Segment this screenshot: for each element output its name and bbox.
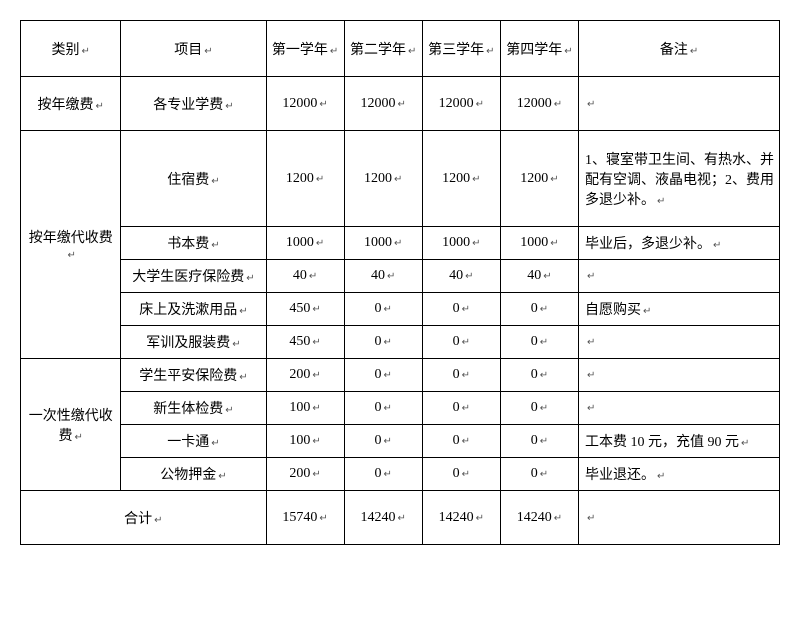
value-cell: 200↵	[266, 458, 344, 491]
table-row: 军训及服装费↵ 450↵ 0↵ 0↵ 0↵ ↵	[21, 326, 780, 359]
value-cell: 0↵	[344, 458, 422, 491]
total-cell: 14240↵	[344, 491, 422, 545]
col-year2: 第二学年↵	[344, 21, 422, 77]
item-cell: 学生平安保险费↵	[121, 359, 266, 392]
value-cell: 0↵	[422, 392, 500, 425]
item-cell: 各专业学费↵	[121, 77, 266, 131]
remark-cell: 毕业退还。↵	[579, 458, 780, 491]
header-row: 类别↵ 项目↵ 第一学年↵ 第二学年↵ 第三学年↵ 第四学年↵ 备注↵	[21, 21, 780, 77]
value-cell: 0↵	[500, 458, 578, 491]
category-cell: 按年缴代收费↵	[21, 131, 121, 359]
value-cell: 1000↵	[344, 227, 422, 260]
value-cell: 450↵	[266, 326, 344, 359]
col-remark: 备注↵	[579, 21, 780, 77]
remark-cell: 工本费 10 元，充值 90 元↵	[579, 425, 780, 458]
value-cell: 12000↵	[500, 77, 578, 131]
value-cell: 0↵	[344, 326, 422, 359]
table-row: 一卡通↵ 100↵ 0↵ 0↵ 0↵ 工本费 10 元，充值 90 元↵	[21, 425, 780, 458]
item-cell: 公物押金↵	[121, 458, 266, 491]
value-cell: 12000↵	[422, 77, 500, 131]
item-cell: 床上及洗漱用品↵	[121, 293, 266, 326]
table-row: 床上及洗漱用品↵ 450↵ 0↵ 0↵ 0↵ 自愿购买↵	[21, 293, 780, 326]
value-cell: 450↵	[266, 293, 344, 326]
value-cell: 1000↵	[422, 227, 500, 260]
value-cell: 0↵	[422, 425, 500, 458]
remark-cell: ↵	[579, 326, 780, 359]
value-cell: 0↵	[500, 359, 578, 392]
table-row: 按年缴代收费↵ 住宿费↵ 1200↵ 1200↵ 1200↵ 1200↵ 1、寝…	[21, 131, 780, 227]
remark-cell: ↵	[579, 260, 780, 293]
value-cell: 12000↵	[344, 77, 422, 131]
value-cell: 40↵	[344, 260, 422, 293]
category-cell: 按年缴费↵	[21, 77, 121, 131]
total-cell: 14240↵	[422, 491, 500, 545]
remark-cell: ↵	[579, 359, 780, 392]
value-cell: 40↵	[500, 260, 578, 293]
value-cell: 1000↵	[266, 227, 344, 260]
value-cell: 0↵	[500, 392, 578, 425]
value-cell: 0↵	[500, 326, 578, 359]
table-row: 一次性缴代收费↵ 学生平安保险费↵ 200↵ 0↵ 0↵ 0↵ ↵	[21, 359, 780, 392]
total-cell: 14240↵	[500, 491, 578, 545]
table-row: 公物押金↵ 200↵ 0↵ 0↵ 0↵ 毕业退还。↵	[21, 458, 780, 491]
total-remark: ↵	[579, 491, 780, 545]
col-year1: 第一学年↵	[266, 21, 344, 77]
value-cell: 40↵	[266, 260, 344, 293]
item-cell: 书本费↵	[121, 227, 266, 260]
item-cell: 新生体检费↵	[121, 392, 266, 425]
value-cell: 0↵	[422, 293, 500, 326]
item-cell: 住宿费↵	[121, 131, 266, 227]
value-cell: 1200↵	[422, 131, 500, 227]
value-cell: 1200↵	[266, 131, 344, 227]
value-cell: 0↵	[422, 458, 500, 491]
col-item: 项目↵	[121, 21, 266, 77]
value-cell: 0↵	[500, 293, 578, 326]
value-cell: 0↵	[344, 293, 422, 326]
col-category: 类别↵	[21, 21, 121, 77]
col-year3: 第三学年↵	[422, 21, 500, 77]
value-cell: 1000↵	[500, 227, 578, 260]
total-label: 合计↵	[21, 491, 267, 545]
col-year4: 第四学年↵	[500, 21, 578, 77]
total-cell: 15740↵	[266, 491, 344, 545]
total-row: 合计↵ 15740↵ 14240↵ 14240↵ 14240↵ ↵	[21, 491, 780, 545]
item-cell: 大学生医疗保险费↵	[121, 260, 266, 293]
value-cell: 12000↵	[266, 77, 344, 131]
table-row: 按年缴费↵ 各专业学费↵ 12000↵ 12000↵ 12000↵ 12000↵…	[21, 77, 780, 131]
value-cell: 0↵	[344, 359, 422, 392]
value-cell: 0↵	[422, 359, 500, 392]
value-cell: 0↵	[500, 425, 578, 458]
value-cell: 0↵	[422, 326, 500, 359]
value-cell: 40↵	[422, 260, 500, 293]
value-cell: 100↵	[266, 392, 344, 425]
remark-cell: 自愿购买↵	[579, 293, 780, 326]
table-row: 大学生医疗保险费↵ 40↵ 40↵ 40↵ 40↵ ↵	[21, 260, 780, 293]
remark-cell: ↵	[579, 392, 780, 425]
remark-cell: ↵	[579, 77, 780, 131]
value-cell: 1200↵	[344, 131, 422, 227]
item-cell: 军训及服装费↵	[121, 326, 266, 359]
category-cell: 一次性缴代收费↵	[21, 359, 121, 491]
table-row: 新生体检费↵ 100↵ 0↵ 0↵ 0↵ ↵	[21, 392, 780, 425]
fee-table: 类别↵ 项目↵ 第一学年↵ 第二学年↵ 第三学年↵ 第四学年↵ 备注↵ 按年缴费…	[20, 20, 780, 545]
item-cell: 一卡通↵	[121, 425, 266, 458]
table-row: 书本费↵ 1000↵ 1000↵ 1000↵ 1000↵ 毕业后，多退少补。↵	[21, 227, 780, 260]
value-cell: 200↵	[266, 359, 344, 392]
table-body: 类别↵ 项目↵ 第一学年↵ 第二学年↵ 第三学年↵ 第四学年↵ 备注↵ 按年缴费…	[21, 21, 780, 545]
value-cell: 0↵	[344, 425, 422, 458]
value-cell: 0↵	[344, 392, 422, 425]
remark-cell: 毕业后，多退少补。↵	[579, 227, 780, 260]
value-cell: 1200↵	[500, 131, 578, 227]
value-cell: 100↵	[266, 425, 344, 458]
remark-cell: 1、寝室带卫生间、有热水、并配有空调、液晶电视；2、费用多退少补。↵	[579, 131, 780, 227]
